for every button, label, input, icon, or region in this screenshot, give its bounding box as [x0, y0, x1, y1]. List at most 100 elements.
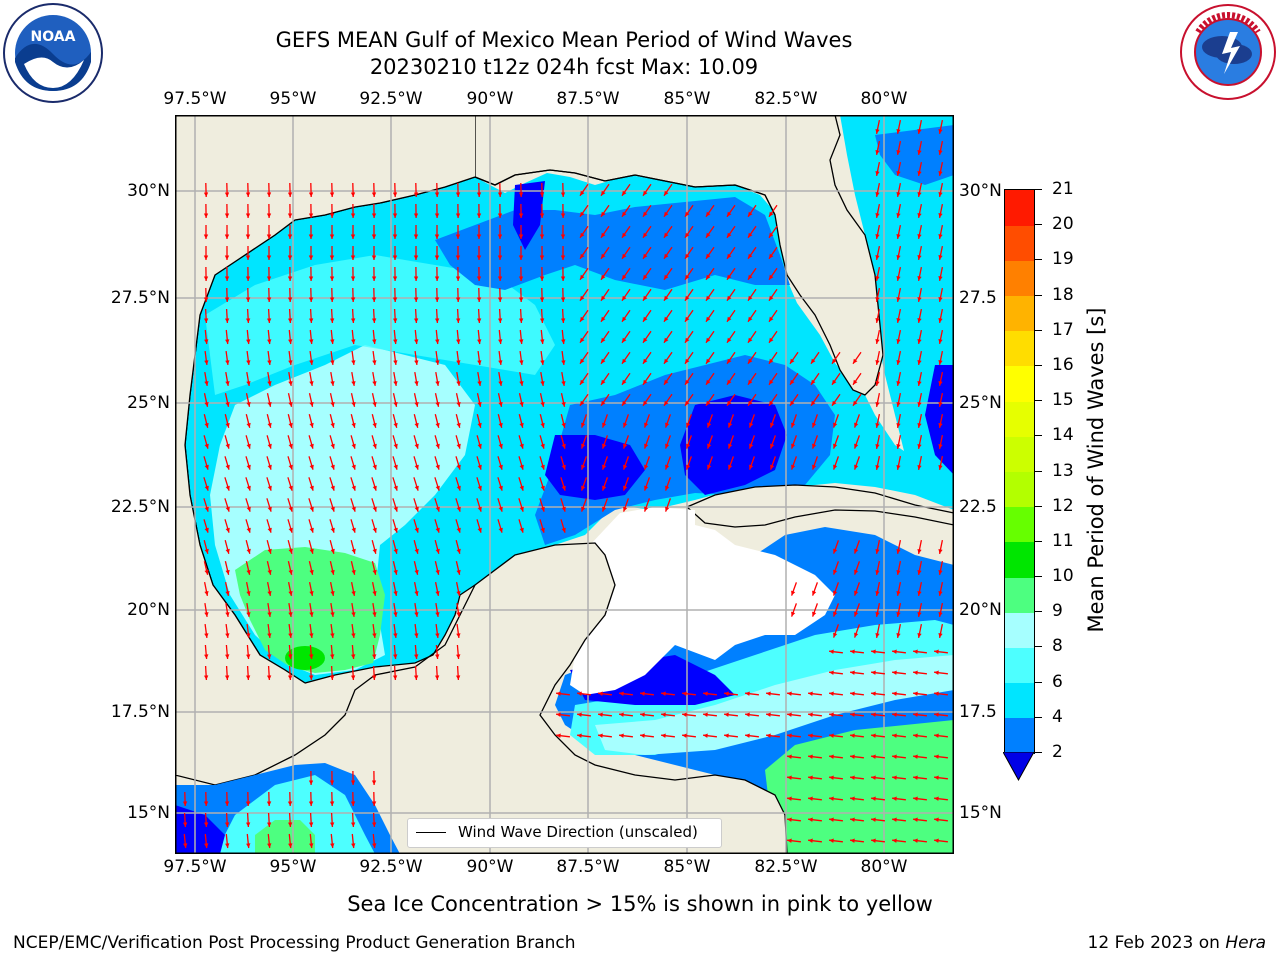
wind-arrow-head	[371, 234, 377, 239]
wind-arrow-head	[685, 253, 690, 259]
wind-arrow-head	[309, 548, 314, 554]
lat-label: 17.5°N	[110, 702, 170, 722]
wind-arrow-head	[706, 379, 711, 385]
wind-arrow-head	[435, 654, 440, 659]
wind-wave-arrows	[182, 119, 948, 849]
wind-arrow-head	[913, 796, 918, 801]
colorbar-tick-label: 21	[1052, 179, 1074, 199]
wind-arrow-head	[246, 822, 251, 827]
wind-arrow-head	[456, 485, 461, 491]
wind-arrow-head	[372, 339, 377, 344]
wind-arrow-head	[225, 318, 230, 323]
wind-arrow-head	[871, 817, 876, 822]
wind-arrow-head	[393, 506, 398, 512]
wind-arrow-head	[580, 379, 585, 385]
wind-arrow-head	[682, 733, 687, 738]
wind-arrow-head	[308, 276, 314, 281]
wind-arrow-head	[829, 649, 834, 654]
wind-arrow-head	[435, 527, 440, 533]
wind-arrow-head	[245, 192, 251, 197]
wind-arrow-head	[372, 318, 377, 323]
wind-arrow-head	[896, 381, 901, 386]
wind-arrow-head	[393, 485, 398, 491]
wind-arrow-head	[267, 675, 272, 680]
wind-arrow-head	[204, 822, 209, 827]
wind-arrow-head	[330, 485, 335, 491]
wind-arrow-head	[413, 192, 419, 197]
wind-arrow-head	[665, 464, 670, 470]
wind-arrow-head	[309, 633, 314, 638]
wind-arrow-head	[371, 192, 377, 197]
wind-arrow-head	[728, 443, 733, 449]
wind-arrow-head	[875, 402, 880, 407]
colorbar-segment	[1005, 541, 1034, 578]
wind-arrow-head	[287, 234, 293, 239]
wind-arrow-head	[685, 211, 690, 217]
wind-arrow-head	[913, 691, 918, 696]
wind-arrow-head	[833, 611, 838, 617]
wind-arrow-head	[643, 337, 648, 343]
wind-arrow-head	[477, 402, 482, 407]
colorbar-segment	[1005, 717, 1034, 754]
wind-arrow-head	[266, 801, 272, 806]
colorbar-tick-mark	[1034, 646, 1042, 648]
wind-arrow-head	[540, 381, 545, 386]
wind-arrow-head	[203, 213, 209, 218]
wind-arrow-head	[519, 339, 524, 344]
wind-arrow-head	[896, 402, 901, 407]
wind-arrow-head	[938, 465, 943, 470]
wind-arrow-head	[706, 316, 711, 322]
wind-arrow-head	[246, 612, 251, 617]
colorbar-tick-mark	[1034, 364, 1042, 366]
wind-arrow-head	[414, 443, 419, 449]
wind-arrow-head	[938, 255, 943, 260]
wind-arrow-head	[644, 464, 649, 470]
wind-arrow-head	[372, 506, 377, 512]
wind-arrow-head	[560, 192, 566, 197]
wind-arrow-head	[288, 464, 293, 470]
wind-arrow-head	[622, 379, 627, 385]
wind-arrow-head	[224, 801, 230, 806]
wind-arrow-head	[309, 381, 314, 386]
wind-arrow-head	[913, 670, 918, 675]
wind-arrow-head	[829, 796, 834, 801]
wind-arrow-head	[393, 548, 398, 554]
colorbar-segment	[1005, 647, 1034, 684]
wind-arrow-head	[727, 379, 732, 385]
lon-label: 82.5°W	[754, 857, 818, 877]
wind-arrow-head	[917, 381, 922, 386]
wind-arrow-head	[724, 712, 729, 717]
wind-arrow-head	[435, 402, 440, 407]
wind-arrow-head	[790, 358, 795, 364]
footer-date-text: 12 Feb 2023 on	[1087, 933, 1226, 953]
wind-arrow-head	[833, 632, 838, 638]
wind-arrow-head	[435, 318, 440, 323]
wind-arrow-head	[706, 295, 711, 301]
wind-arrow-head	[330, 402, 335, 407]
wind-arrow-head	[770, 464, 775, 470]
wind-arrow-head	[938, 360, 943, 365]
wind-arrow-head	[561, 381, 566, 386]
wind-arrow-head	[245, 213, 251, 218]
wind-arrow-head	[267, 402, 272, 407]
wind-arrow-head	[811, 400, 816, 406]
wind-arrow-head	[246, 339, 251, 344]
lat-label: 25°N	[959, 393, 1002, 413]
wind-arrow-head	[225, 485, 230, 491]
colorbar-tick-label: 9	[1052, 601, 1063, 622]
wind-arrow-head	[435, 548, 440, 554]
wind-arrow-head	[246, 318, 251, 323]
wind-arrow-head	[204, 485, 209, 491]
wind-arrow-head	[769, 232, 774, 238]
wind-arrow-head	[456, 443, 461, 449]
wind-arrow-head	[288, 381, 293, 386]
wind-arrow-head	[414, 633, 419, 638]
wind-arrow-head	[598, 691, 603, 696]
colorbar-tick-label: 8	[1052, 636, 1063, 657]
wind-arrow-head	[561, 422, 566, 428]
wind-arrow-head	[829, 670, 834, 675]
wind-arrow-head	[372, 443, 377, 449]
wind-arrow-head	[183, 822, 188, 827]
wind-arrow-head	[267, 485, 272, 491]
wind-arrow-head	[623, 443, 628, 449]
